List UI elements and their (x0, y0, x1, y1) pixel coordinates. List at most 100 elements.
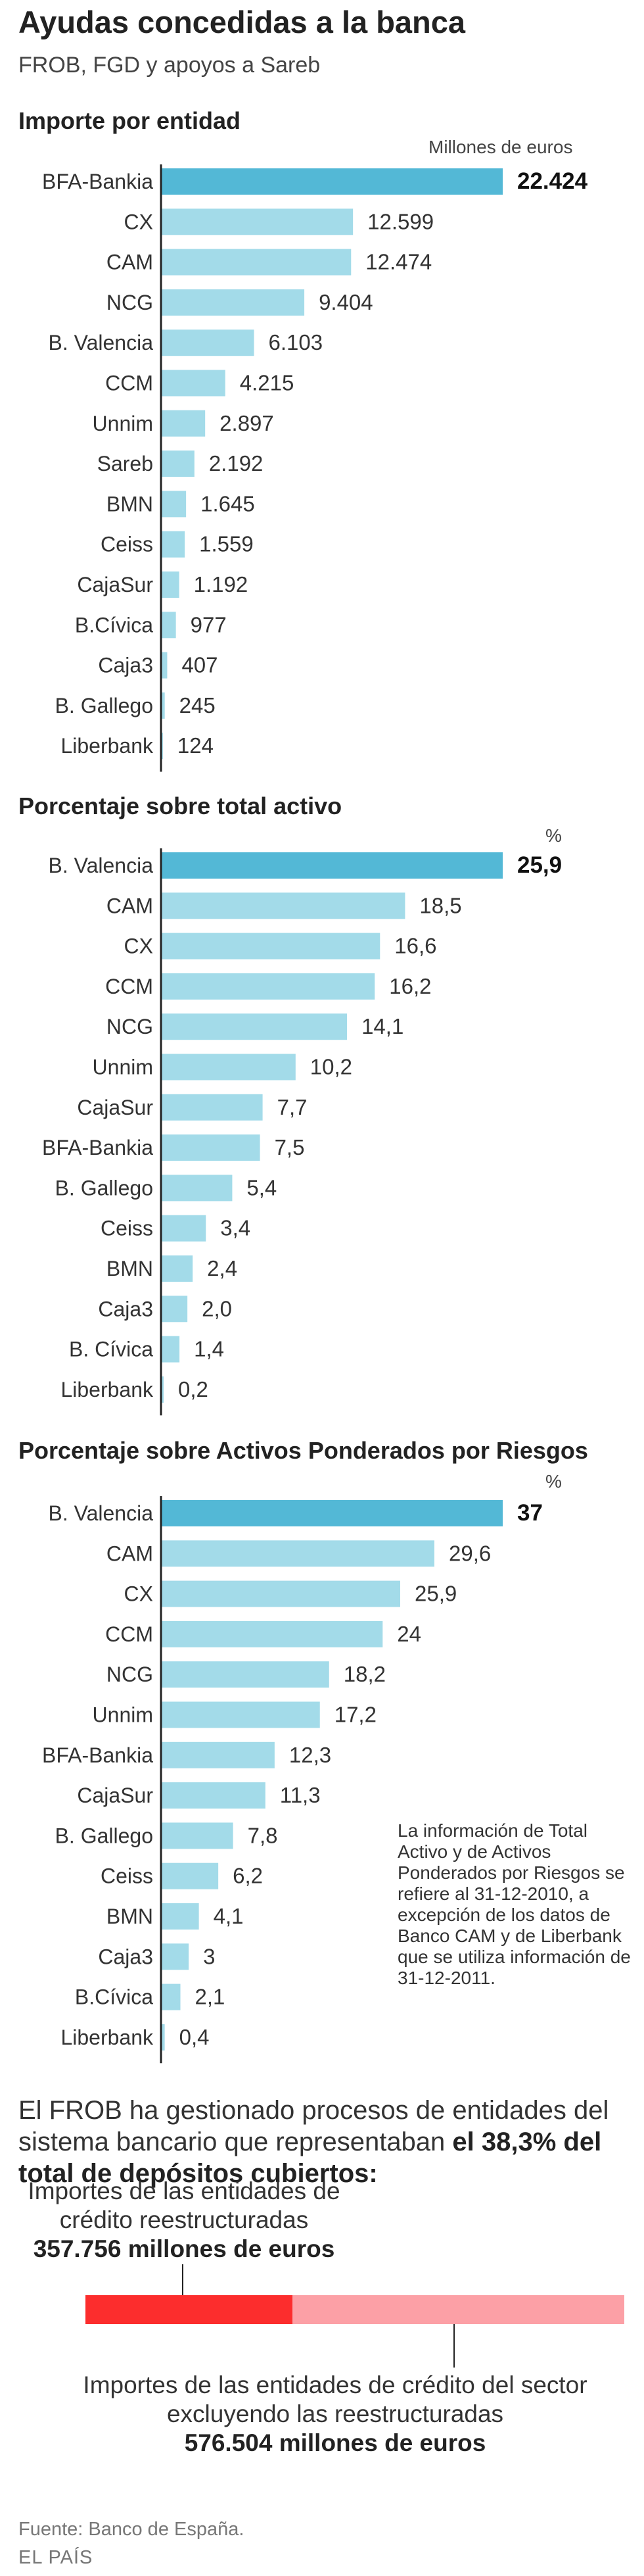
category-label: CCM (105, 1622, 153, 1646)
others-bar (292, 2295, 624, 2324)
value-label: 12,3 (289, 1743, 331, 1767)
bar-bmn (161, 1903, 199, 1930)
bar-ccm (161, 370, 225, 397)
bar-ceiss (161, 1862, 219, 1889)
bar-liberbank (161, 1376, 164, 1403)
bar-b-valencia (161, 329, 254, 356)
category-label: B. Valencia (49, 331, 154, 354)
value-label: 5,4 (246, 1175, 277, 1200)
category-label: CAM (106, 251, 153, 274)
chart-porcentaje-total-activo: B. Valencia 25,9 CAM 18,5 CX 16,6 CCM 16,2 NCG 14… (42, 848, 562, 1416)
others-pointer-line (453, 2324, 455, 2368)
category-label: Unnim (93, 1703, 153, 1727)
bar-bfa-bankia (161, 168, 503, 195)
brand-logo-text: EL PAÍS (18, 2547, 93, 2568)
chart1-title: Importe por entidad (18, 107, 241, 134)
value-label: 0,2 (178, 1377, 208, 1401)
value-label: 1.645 (200, 491, 255, 516)
value-label: 18,2 (344, 1662, 386, 1686)
category-label: CAM (106, 894, 153, 917)
value-label: 124 (177, 733, 214, 758)
bar-bmn (161, 491, 187, 518)
chart2-title: Porcentaje sobre total activo (18, 792, 342, 819)
value-label: 7,5 (275, 1135, 305, 1159)
bar-ccm (161, 1620, 383, 1647)
value-label: 3 (203, 1944, 215, 1968)
category-label: Caja3 (98, 1945, 153, 1968)
category-label: B.Cívica (75, 613, 153, 637)
others-label-block: Importes de las entidades de crédito del… (53, 2371, 618, 2458)
category-label: B. Gallego (55, 1824, 153, 1847)
value-label: 37 (517, 1500, 543, 1526)
category-label: BFA-Bankia (42, 1136, 153, 1159)
chart-porcentaje-apr: B. Valencia 37 CAM 29,6 CX 25,9 CCM 24 NCG 18,2 Un… (42, 1496, 543, 2064)
frob-summary-bold: el 38,3% del total de depósitos cubierto… (18, 2127, 602, 2188)
category-label: B.Cívica (75, 1985, 153, 2009)
value-label: 22.424 (517, 168, 588, 194)
bar-ncg (161, 1661, 329, 1688)
category-label: Liberbank (60, 734, 154, 758)
restructured-pointer-line (182, 2264, 183, 2324)
category-label: NCG (106, 291, 153, 314)
category-label: CCM (105, 975, 153, 998)
chart2-unit-label: % (545, 825, 562, 846)
category-label: BFA-Bankia (42, 1743, 153, 1767)
bar-b-valencia (161, 852, 503, 879)
bar-bmn (161, 1255, 193, 1282)
value-label: 29,6 (449, 1541, 491, 1565)
bar-b-gallego (161, 692, 165, 719)
value-label: 10,2 (310, 1055, 352, 1079)
value-label: 2,0 (202, 1296, 232, 1321)
bar-liberbank (161, 2024, 165, 2051)
page-title: Ayudas concedidas a la banca (18, 5, 466, 39)
bar-b-gallego (161, 1175, 233, 1202)
bar-b-c-vica (161, 612, 176, 639)
chart-importe-por-entidad: BFA-Bankia 22.424 CX 12.599 CAM 12.474 NCG 9.40… (42, 164, 588, 772)
category-label: CajaSur (77, 573, 153, 596)
restructured-bar (85, 2295, 292, 2324)
value-label: 6,2 (233, 1864, 263, 1888)
category-label: Liberbank (60, 2026, 154, 2049)
bar-cajasur (161, 1094, 263, 1121)
restructured-label: Importes de las entidades de crédito ree… (28, 2177, 340, 2233)
value-label: 7,7 (277, 1095, 308, 1119)
value-label: 12.599 (367, 209, 434, 233)
category-label: BMN (106, 1905, 153, 1928)
value-label: 245 (179, 693, 216, 717)
category-label: Caja3 (98, 1297, 153, 1321)
bar-sareb (161, 450, 195, 477)
bar-cx (161, 933, 380, 960)
category-label: Ceiss (101, 533, 153, 556)
bar-cx (161, 208, 354, 235)
value-label: 12.474 (365, 250, 432, 274)
bar-cam (161, 249, 352, 276)
others-amount: 576.504 millones de euros (184, 2429, 486, 2456)
page-subtitle: FROB, FGD y apoyos a Sareb (18, 53, 321, 78)
others-label: Importes de las entidades de crédito del… (83, 2371, 587, 2427)
value-label: 4.215 (240, 371, 294, 395)
value-label: 16,6 (394, 934, 436, 958)
value-label: 14,1 (361, 1014, 403, 1038)
category-label: CajaSur (77, 1784, 153, 1807)
bar-b-gallego (161, 1822, 233, 1849)
bar-ceiss (161, 531, 185, 558)
bar-unnim (161, 1054, 296, 1081)
bar-cx (161, 1580, 400, 1607)
value-label: 17,2 (334, 1703, 377, 1727)
bar-caja3 (161, 652, 168, 679)
value-label: 0,4 (179, 2025, 210, 2049)
bar-bfa-bankia (161, 1134, 260, 1161)
category-label: CX (124, 1582, 153, 1606)
chart3-title: Porcentaje sobre Activos Ponderados por … (18, 1437, 588, 1464)
chart1-unit-label: Millones de euros (428, 137, 573, 157)
source-note: Fuente: Banco de España. (18, 2519, 244, 2540)
bar-ncg (161, 1013, 348, 1040)
value-label: 9.404 (319, 290, 373, 314)
bar-b-c-vica (161, 1983, 181, 2010)
category-label: Unnim (93, 1056, 153, 1079)
value-label: 2.897 (219, 411, 274, 435)
bar-unnim (161, 410, 206, 437)
category-label: CCM (105, 372, 153, 395)
value-label: 1,4 (194, 1337, 224, 1361)
bar-bfa-bankia (161, 1741, 275, 1768)
